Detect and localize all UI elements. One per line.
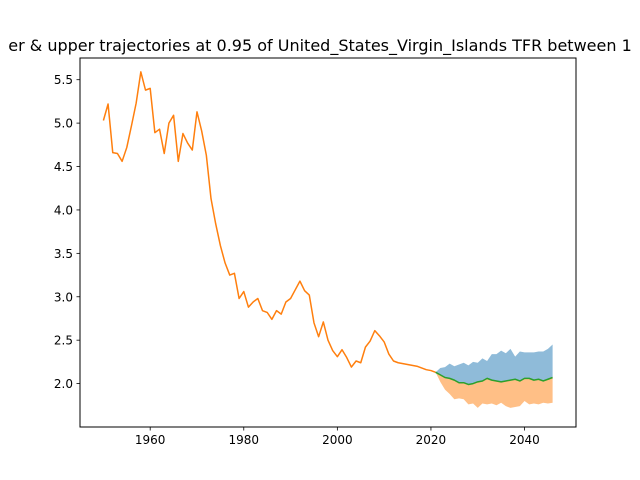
- y-tick-label: 2.0: [54, 377, 73, 391]
- x-tick-label: 2040: [509, 433, 540, 447]
- chart-title: er & upper trajectories at 0.95 of Unite…: [8, 36, 632, 56]
- y-tick-label: 5.0: [54, 117, 73, 131]
- historical-line: [102, 71, 436, 374]
- x-axis: 1960 1980 2000 2020 2040: [135, 427, 540, 447]
- y-tick-label: 5.5: [54, 73, 73, 87]
- plot-area: [79, 57, 577, 428]
- median-projection-line: [435, 371, 553, 386]
- y-tick-label: 4.5: [54, 160, 73, 174]
- y-tick-label: 2.5: [54, 334, 73, 348]
- x-tick-label: 1960: [135, 433, 166, 447]
- y-tick-label: 3.0: [54, 290, 73, 304]
- y-tick-label: 3.5: [54, 247, 73, 261]
- x-tick-label: 2020: [416, 433, 447, 447]
- series-lines: [102, 71, 553, 386]
- x-tick-label: 2000: [322, 433, 353, 447]
- lower-band: [435, 372, 553, 408]
- upper-band: [435, 344, 553, 385]
- x-tick-label: 1980: [229, 433, 260, 447]
- y-tick-label: 4.0: [54, 203, 73, 217]
- confidence-bands: [435, 344, 553, 408]
- y-axis: 2.0 2.5 3.0 3.5 4.0 4.5 5.0 5.5: [54, 73, 80, 391]
